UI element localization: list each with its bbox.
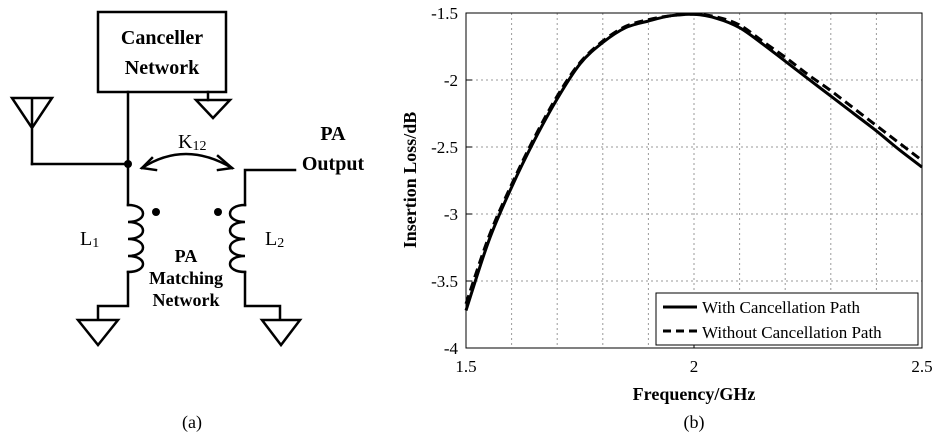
coupling-arrow-right-icon bbox=[216, 154, 235, 172]
coupling-label: K12 bbox=[178, 131, 206, 154]
l2-polarity-dot bbox=[214, 208, 222, 216]
grid-layer bbox=[466, 13, 922, 348]
l2-coil bbox=[228, 203, 247, 274]
canceller-label-line2: Network bbox=[125, 57, 200, 79]
legend-box bbox=[655, 292, 919, 346]
l1-label-main: L bbox=[80, 228, 92, 250]
y-tick-label: -3 bbox=[444, 205, 458, 224]
matching-label-line2: Matching bbox=[149, 268, 223, 288]
coupling-label-main: K bbox=[178, 131, 193, 153]
legend: With Cancellation Path Without Cancellat… bbox=[655, 292, 919, 346]
y-tick-label: -2 bbox=[444, 71, 458, 90]
l1-label-sub: 1 bbox=[92, 236, 99, 251]
l2-label-sub: 2 bbox=[277, 236, 284, 251]
l1-bottom-wire bbox=[96, 270, 130, 320]
ground-icon bbox=[193, 98, 233, 120]
coupling-arc bbox=[140, 152, 234, 170]
coupling-label-sub: 12 bbox=[192, 139, 206, 154]
ground-icon bbox=[259, 318, 303, 348]
x-tick-label: 2 bbox=[690, 357, 699, 376]
series-layer bbox=[464, 12, 923, 311]
l2-label: L2 bbox=[265, 228, 284, 251]
junction-dot bbox=[124, 160, 132, 168]
l1-coil bbox=[126, 203, 145, 274]
circuit-diagram bbox=[9, 10, 303, 348]
matching-label-line3: Network bbox=[153, 290, 220, 310]
pa-output-label-line1: PA bbox=[320, 123, 346, 145]
x-tick-label: 1.5 bbox=[455, 357, 476, 376]
caption-b: (b) bbox=[684, 412, 705, 433]
x-tick-label: 2.5 bbox=[911, 357, 932, 376]
legend-label-without-cancellation: Without Cancellation Path bbox=[702, 323, 882, 342]
tick-layer: 1.5 2 2.5 -4 -3.5 -3 -2.5 -2 -1.5 bbox=[431, 4, 933, 376]
antenna-icon bbox=[9, 96, 55, 166]
l2-label-main: L bbox=[265, 228, 277, 250]
pa-output-wire bbox=[243, 168, 297, 207]
y-tick-label: -2.5 bbox=[431, 138, 458, 157]
series-line-without-cancellation bbox=[464, 12, 923, 305]
l1-polarity-dot bbox=[152, 208, 160, 216]
x-axis-label: Frequency/GHz bbox=[633, 384, 756, 404]
ground-icon bbox=[75, 318, 121, 348]
pa-output-label-line2: Output bbox=[302, 153, 365, 175]
canceller-label-line1: Canceller bbox=[121, 27, 203, 49]
insertion-loss-chart: 1.5 2 2.5-4-3.5-3-2.5-2-1.5 Frequency/GHz … bbox=[400, 4, 933, 404]
coupling-arrow-left-icon bbox=[139, 156, 158, 172]
canceller-network-box bbox=[96, 10, 228, 94]
l1-label: L1 bbox=[80, 228, 99, 251]
y-tick-label: -4 bbox=[444, 339, 459, 358]
matching-label-line1: PA bbox=[175, 246, 198, 266]
y-tick-label: -1.5 bbox=[431, 4, 458, 23]
l2-bottom-wire bbox=[243, 270, 282, 320]
y-axis-label: Insertion Loss/dB bbox=[400, 112, 420, 249]
y-tick-label: -3.5 bbox=[431, 272, 458, 291]
legend-label-with-cancellation: With Cancellation Path bbox=[702, 298, 860, 317]
caption-a: (a) bbox=[182, 412, 202, 433]
